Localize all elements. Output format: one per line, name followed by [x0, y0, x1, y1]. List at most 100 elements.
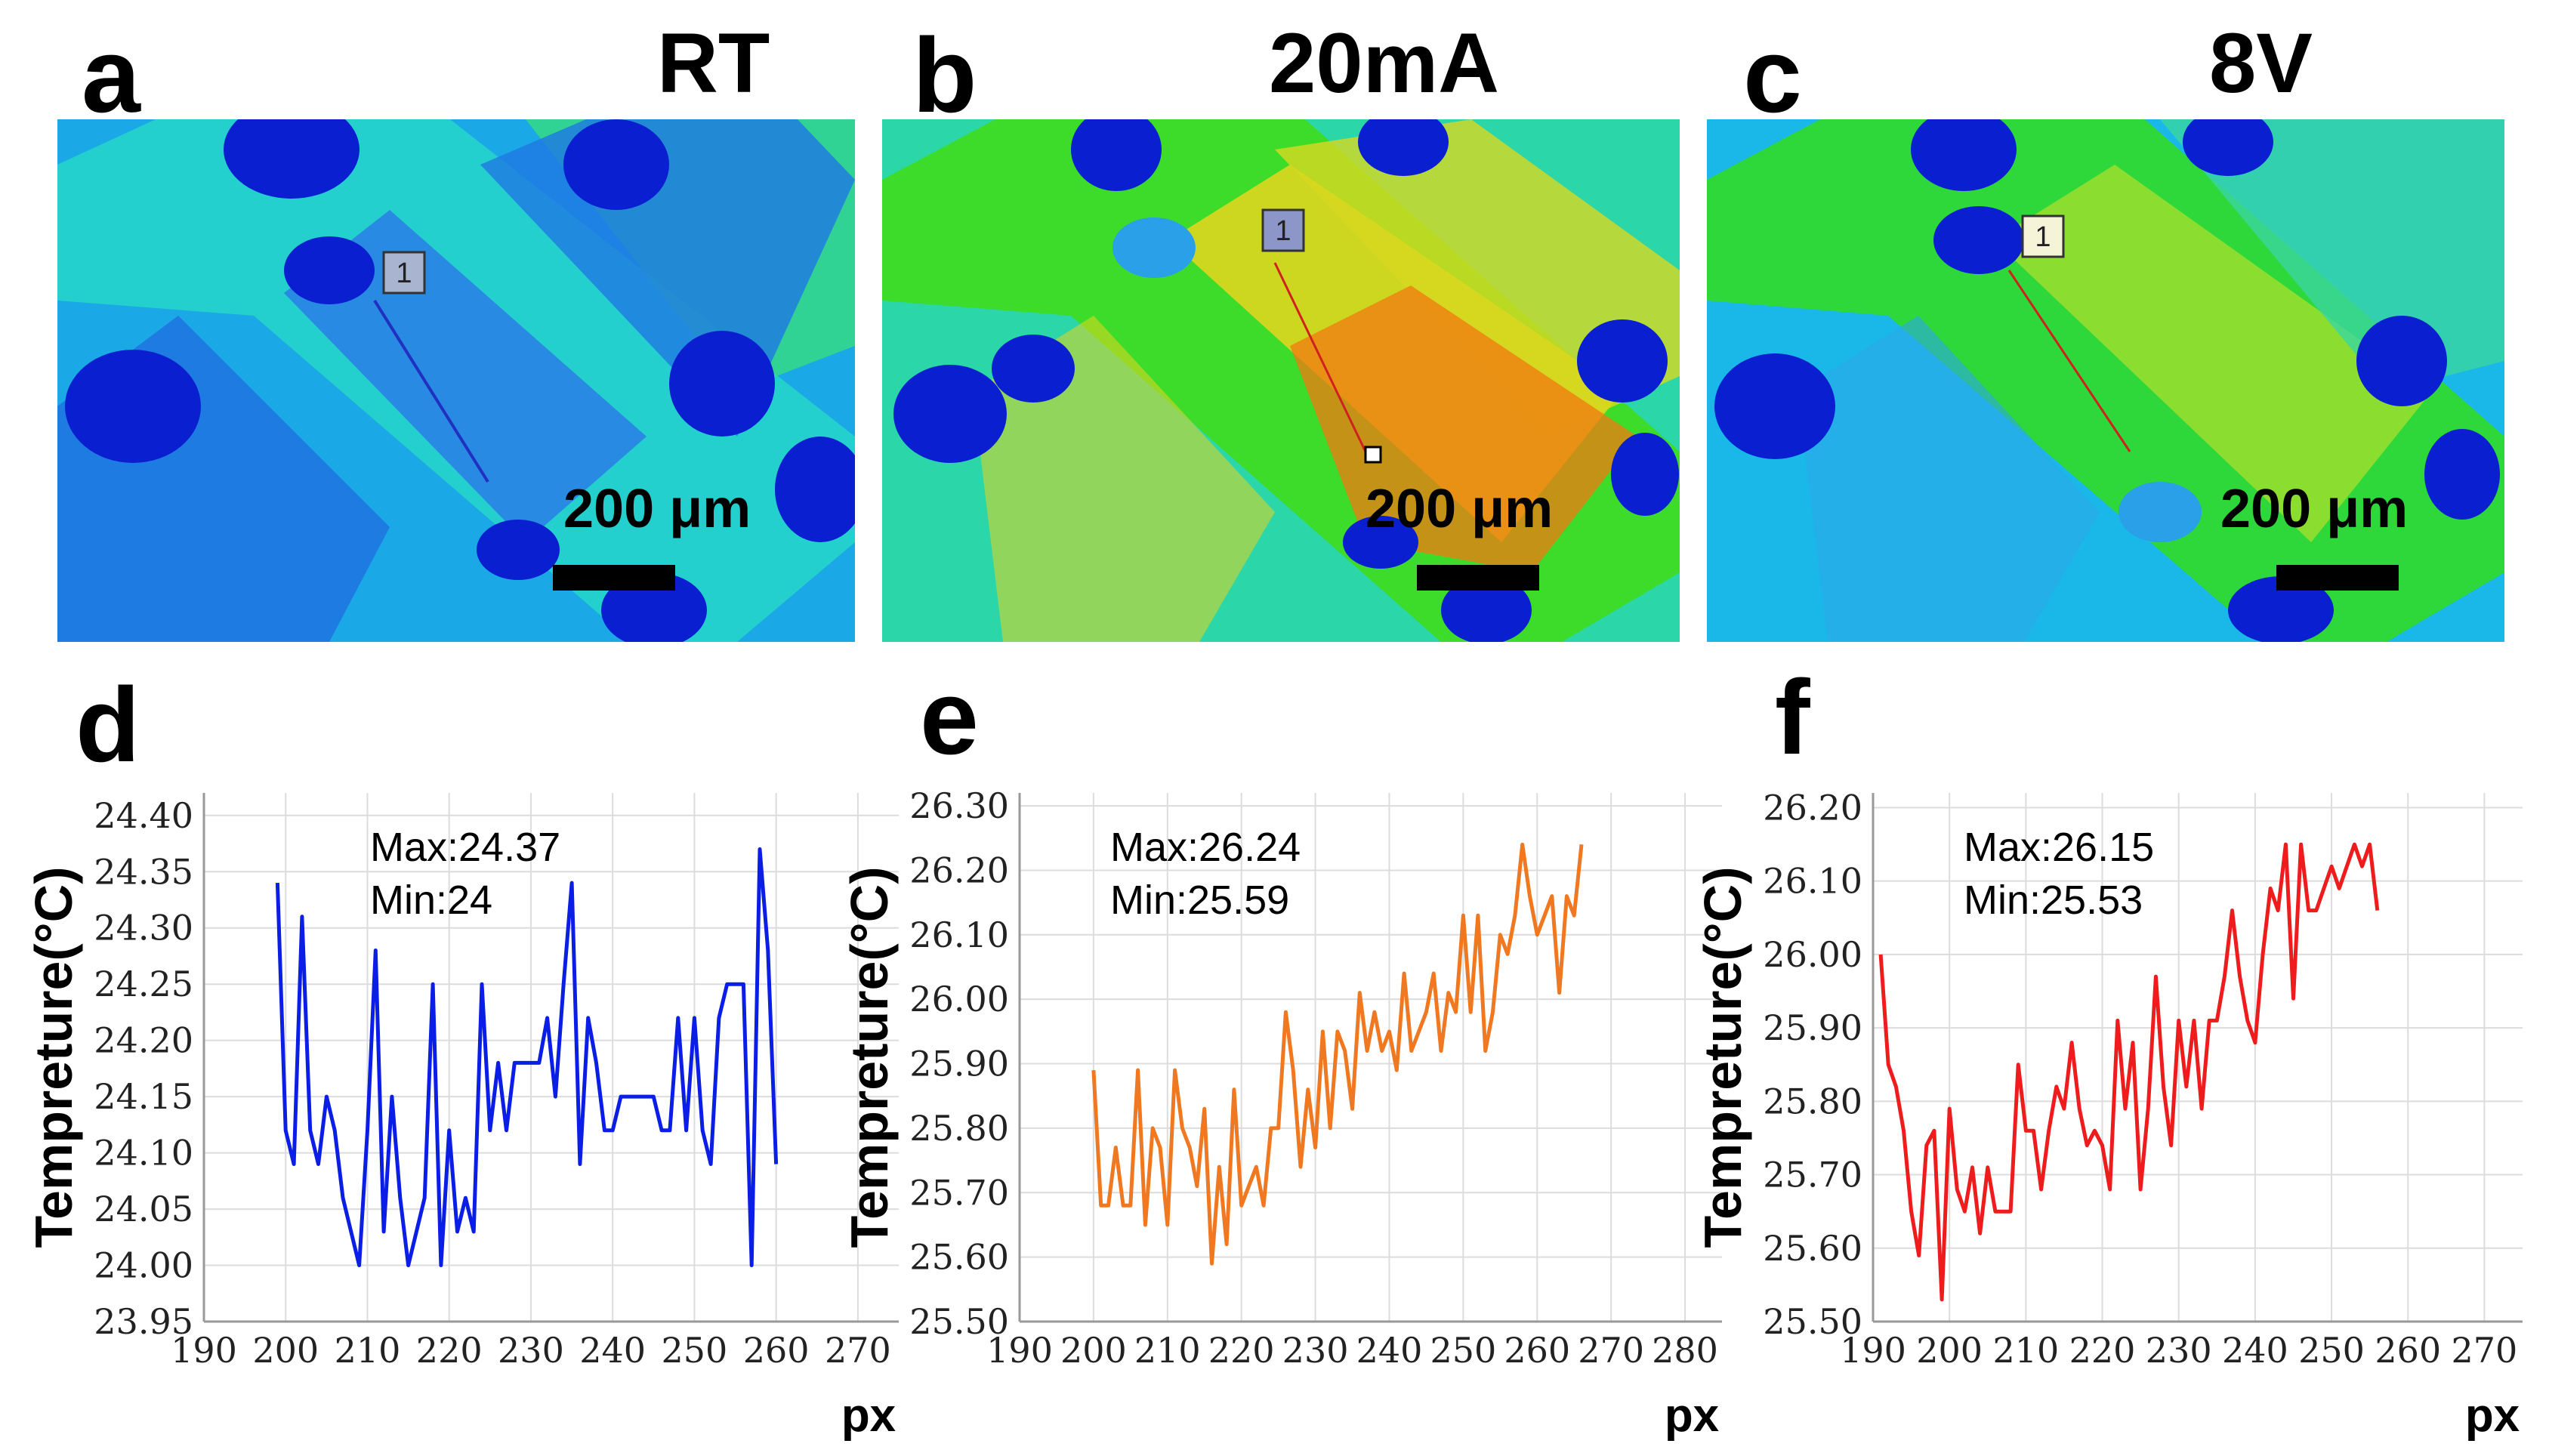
- y-tick-label: 24.40: [94, 795, 193, 836]
- y-tick-label: 25.60: [909, 1237, 1009, 1278]
- series-line-f: [1878, 842, 2380, 1302]
- panel-letter-e: e: [920, 658, 979, 776]
- thermal-image-c: 1 200 μm: [1707, 119, 2504, 642]
- y-tick-label: 24.05: [94, 1189, 193, 1229]
- pad: [1911, 119, 2017, 191]
- panel-letter-c: c: [1743, 16, 1802, 134]
- x-axis-label: px: [841, 1390, 896, 1442]
- x-tick-label: 260: [2375, 1330, 2441, 1371]
- max-annotation: Max:24.37: [370, 825, 560, 870]
- y-tick-label: 24.00: [94, 1245, 193, 1286]
- x-tick-label: 270: [1578, 1330, 1644, 1371]
- pad: [1611, 433, 1679, 516]
- chart-svg-e: 25.50 25.60 25.70 25.80 25.90 26.00 26.10 26.20…: [840, 785, 1722, 1442]
- measure-line: [2007, 270, 2131, 452]
- series-line-e: [1091, 842, 1584, 1266]
- y-tick-label: 25.90: [1763, 1007, 1862, 1048]
- scale-bar-label: 200 μm: [563, 479, 751, 539]
- pad: [1714, 353, 1835, 459]
- x-tick-label: 210: [1134, 1330, 1201, 1371]
- x-tick-label: 250: [2298, 1330, 2365, 1371]
- y-tick-label: 25.50: [1763, 1301, 1862, 1342]
- pad: [563, 119, 669, 210]
- marker-box: [382, 251, 426, 295]
- y-axis-label: Tempreture(°C): [1693, 866, 1752, 1248]
- marker-box: [2021, 214, 2065, 258]
- marker-label: 1: [396, 258, 412, 289]
- x-tick-label: 280: [1652, 1330, 1718, 1371]
- x-tick-label: 240: [2222, 1330, 2288, 1371]
- y-tick-label: 24.15: [94, 1076, 193, 1117]
- x-tick-label: 220: [416, 1330, 483, 1371]
- min-annotation: Min:25.53: [1964, 878, 2143, 923]
- thermal-image-b: 1 200 μm: [882, 119, 1680, 642]
- warm-region: [1994, 165, 2432, 542]
- marker-box: [1261, 208, 1305, 252]
- scale-bar: [553, 565, 675, 591]
- pad: [1441, 576, 1532, 642]
- min-annotation: Min:25.59: [1110, 878, 1289, 923]
- panel-letter-a: a: [82, 16, 140, 134]
- panel-letter-b: b: [912, 16, 977, 134]
- end-marker: [1364, 446, 1382, 464]
- scale-bar-label: 200 μm: [2220, 479, 2408, 539]
- scale-bar: [2276, 565, 2399, 591]
- x-tick-label: 270: [825, 1330, 891, 1371]
- x-tick-label: 230: [498, 1330, 564, 1371]
- pad: [775, 436, 855, 542]
- x-tick-label: 230: [2146, 1330, 2212, 1371]
- condition-label-20ma: 20mA: [1269, 16, 1500, 110]
- thermal-svg-b: 1 200 μm: [882, 119, 1680, 642]
- marker-label: 1: [1275, 215, 1291, 247]
- dark-block: [284, 210, 647, 542]
- min-annotation: Min:24: [370, 878, 492, 923]
- y-tick-label: 25.70: [1763, 1155, 1862, 1195]
- series-line-d: [275, 847, 779, 1267]
- chart-svg-f: 25.50 25.60 25.70 25.80 25.90 26.00 26.10 26.20…: [1693, 787, 2523, 1442]
- y-axis-label: Tempreture(°C): [840, 866, 899, 1248]
- y-tick-label: 26.00: [909, 979, 1009, 1020]
- max-annotation: Max:26.15: [1964, 825, 2154, 870]
- y-tick-label: 24.35: [94, 851, 193, 892]
- pad: [1577, 319, 1668, 403]
- y-tick-label: 24.30: [94, 908, 193, 949]
- measure-line: [1273, 262, 1367, 452]
- chart-f: 25.50 25.60 25.70 25.80 25.90 26.00 26.10 26.20…: [1693, 763, 2545, 1442]
- thermal-svg-a: 1 200 μm: [57, 119, 855, 642]
- x-tick-label: 220: [1208, 1330, 1275, 1371]
- pad: [669, 331, 775, 436]
- pad: [2183, 119, 2273, 176]
- x-tick-label: 260: [1504, 1330, 1570, 1371]
- y-tick-label: 25.80: [909, 1108, 1009, 1149]
- y-tick-label: 24.25: [94, 964, 193, 1004]
- y-axis-label: Tempreture(°C): [24, 866, 83, 1248]
- pad: [893, 365, 1007, 463]
- x-axis-label: px: [2465, 1390, 2520, 1442]
- thermal-image-a: 1 200 μm: [57, 119, 855, 642]
- y-tick-label: 26.20: [909, 850, 1009, 890]
- marker-label: 1: [2035, 221, 2051, 253]
- hot-region: [1290, 285, 1637, 572]
- pad: [477, 520, 560, 580]
- x-tick-label: 200: [1916, 1330, 1983, 1371]
- x-tick-label: 210: [1992, 1330, 2059, 1371]
- pad: [1071, 119, 1162, 191]
- condition-label-8v: 8V: [2209, 16, 2313, 110]
- x-tick-label: 260: [743, 1330, 810, 1371]
- max-annotation: Max:26.24: [1110, 825, 1301, 870]
- x-tick-label: 240: [579, 1330, 646, 1371]
- x-tick-label: 250: [1430, 1330, 1496, 1371]
- x-tick-label: 190: [171, 1330, 237, 1371]
- x-tick-label: 210: [335, 1330, 401, 1371]
- x-tick-label: 190: [1840, 1330, 1906, 1371]
- y-tick-label: 25.80: [1763, 1081, 1862, 1121]
- y-tick-label: 25.70: [909, 1172, 1009, 1213]
- pad: [1112, 217, 1196, 278]
- dark-block: [1798, 316, 2100, 642]
- panel-letter-d: d: [76, 665, 140, 784]
- chart-d: 23.95 24.00 24.05 24.10 24.15 24.20 24.25 24.30…: [0, 763, 906, 1442]
- pad: [2228, 576, 2334, 642]
- y-tick-label: 26.30: [909, 785, 1009, 826]
- y-tick-label: 24.20: [94, 1020, 193, 1061]
- y-tick-label: 24.10: [94, 1133, 193, 1174]
